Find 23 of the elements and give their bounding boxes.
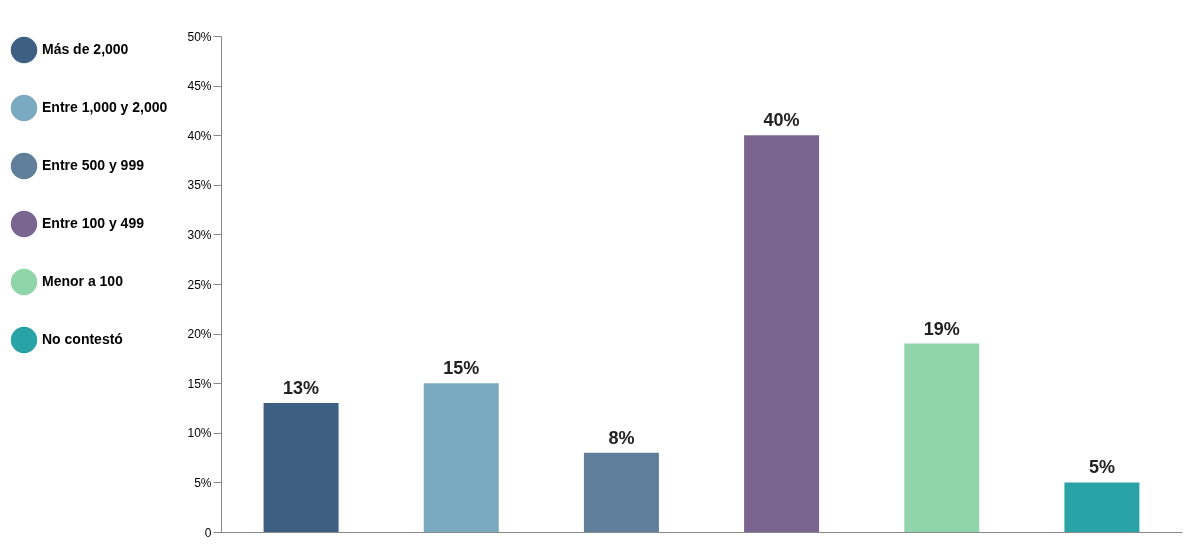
legend-label: Entre 1,000 y 2,000 xyxy=(42,99,168,115)
y-tick-label: 20% xyxy=(187,327,212,342)
y-tick-label: 35% xyxy=(187,178,212,193)
y-tick-label: 50% xyxy=(187,29,212,44)
y-tick-label: 30% xyxy=(187,227,212,242)
data-label: 15% xyxy=(443,358,480,379)
legend-label: Más de 2,000 xyxy=(42,41,129,57)
data-label: 19% xyxy=(923,318,960,339)
y-tick-label: 45% xyxy=(187,79,212,94)
y-tick-label: 0 xyxy=(204,525,212,540)
data-label: 8% xyxy=(608,427,635,448)
y-tick-label: 15% xyxy=(187,376,212,391)
legend-label: Menor a 100 xyxy=(42,273,124,289)
legend-label: Entre 100 y 499 xyxy=(42,215,145,231)
data-label: 13% xyxy=(283,378,320,399)
y-tick-label: 25% xyxy=(187,277,212,292)
y-tick-label: 10% xyxy=(187,426,212,441)
legend-label: Entre 500 y 999 xyxy=(42,157,145,173)
y-tick-label: 5% xyxy=(194,475,212,490)
y-tick-label: 40% xyxy=(187,128,212,143)
data-label: 5% xyxy=(1088,457,1115,478)
data-label: 40% xyxy=(763,110,800,131)
legend-label: No contestó xyxy=(42,331,123,347)
